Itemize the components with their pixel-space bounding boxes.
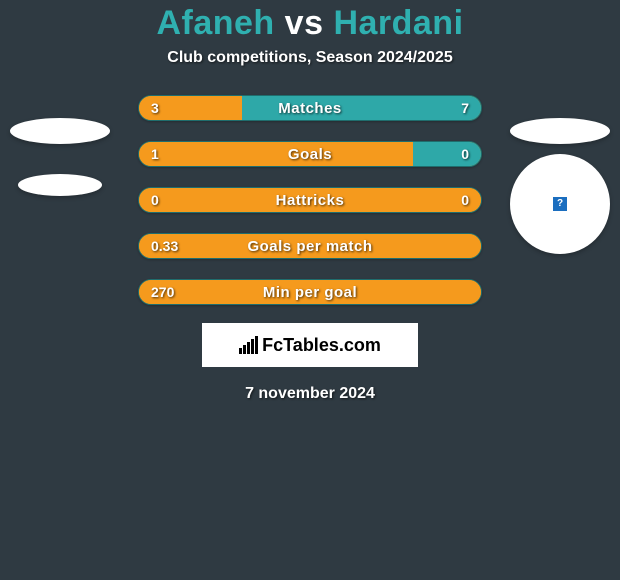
stat-bars: Matches37Goals10Hattricks00Goals per mat… bbox=[138, 95, 482, 305]
stat-label: Goals bbox=[139, 142, 481, 166]
player2-badge-ellipse bbox=[510, 118, 610, 144]
stat-value-left: 1 bbox=[151, 142, 159, 166]
stat-label: Matches bbox=[139, 96, 481, 120]
logo-box: FcTables.com bbox=[202, 323, 418, 367]
title-player1: Afaneh bbox=[156, 4, 274, 42]
stat-value-left: 0.33 bbox=[151, 234, 178, 258]
logo-text: FcTables.com bbox=[262, 335, 381, 356]
badge-col-right bbox=[510, 118, 610, 274]
stat-value-right: 7 bbox=[461, 96, 469, 120]
player2-club-disc bbox=[510, 154, 610, 254]
title-player2: Hardani bbox=[333, 4, 463, 42]
fctables-logo-icon bbox=[239, 336, 258, 354]
stat-bar: Goals per match0.33 bbox=[138, 233, 482, 259]
subtitle: Club competitions, Season 2024/2025 bbox=[0, 49, 620, 67]
stat-value-left: 3 bbox=[151, 96, 159, 120]
stat-label: Hattricks bbox=[139, 188, 481, 212]
stat-value-left: 270 bbox=[151, 280, 174, 304]
generated-date: 7 november 2024 bbox=[0, 385, 620, 403]
player1-badge-ellipse bbox=[10, 118, 110, 144]
stat-value-right: 0 bbox=[461, 188, 469, 212]
page-title: Afaneh vs Hardani bbox=[0, 4, 620, 43]
title-vs: vs bbox=[285, 4, 324, 42]
stat-bar: Hattricks0 0 bbox=[138, 187, 482, 213]
stat-bar: Goals1 0 bbox=[138, 141, 482, 167]
stat-bar: Min per goal270 bbox=[138, 279, 482, 305]
stat-label: Goals per match bbox=[139, 234, 481, 258]
stat-bar: Matches3 7 bbox=[138, 95, 482, 121]
content: Afaneh vs Hardani Club competitions, Sea… bbox=[0, 0, 620, 403]
badge-col-left bbox=[10, 118, 110, 274]
stat-value-left: 0 bbox=[151, 188, 159, 212]
unknown-flag-icon bbox=[553, 197, 567, 211]
stat-value-right: 0 bbox=[461, 142, 469, 166]
stat-label: Min per goal bbox=[139, 280, 481, 304]
player1-club-ellipse bbox=[18, 174, 102, 196]
